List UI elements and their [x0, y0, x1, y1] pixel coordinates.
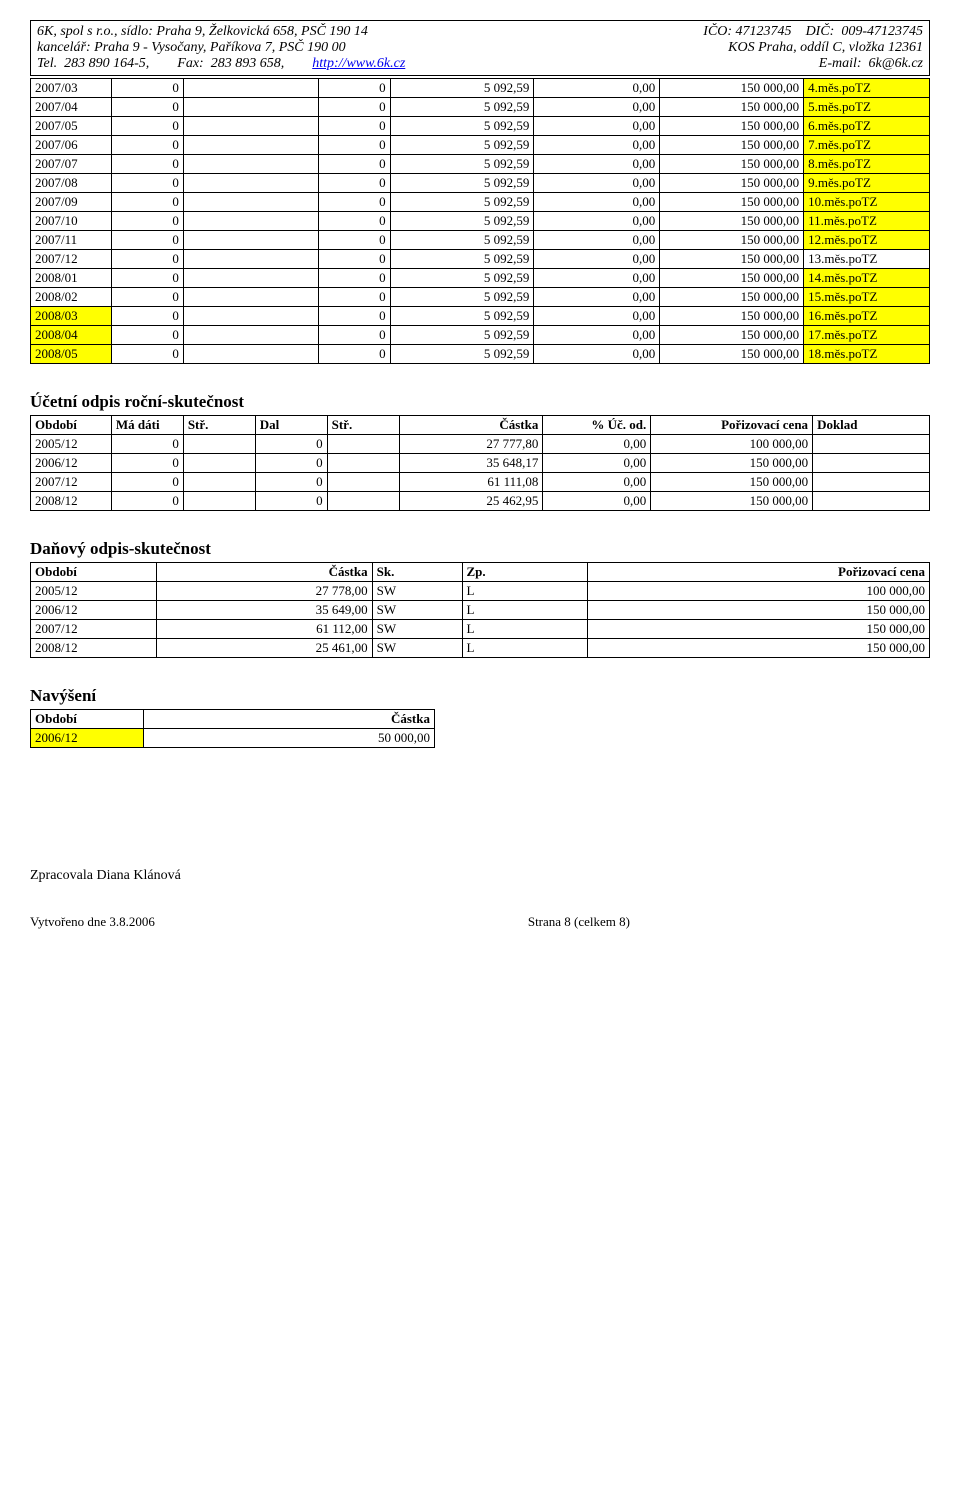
table-row: 2007/12005 092,590,00150 000,0013.měs.po…: [31, 250, 930, 269]
table-row: 2005/120027 777,800,00100 000,00: [31, 435, 930, 454]
table-row: 2007/10005 092,590,00150 000,0011.měs.po…: [31, 212, 930, 231]
table-row: 2005/1227 778,00SWL100 000,00: [31, 582, 930, 601]
table-row: 2006/1250 000,00: [31, 729, 435, 748]
letterhead: 6K, spol s r.o., sídlo: Praha 9, Želkovi…: [30, 20, 930, 76]
table-row: 2008/02005 092,590,00150 000,0015.měs.po…: [31, 288, 930, 307]
table-row: 2007/09005 092,590,00150 000,0010.měs.po…: [31, 193, 930, 212]
section-title-tax: Daňový odpis-skutečnost: [30, 539, 930, 559]
table-row: 2006/120035 648,170,00150 000,00: [31, 454, 930, 473]
page-number: Strana 8 (celkem 8): [528, 914, 630, 930]
table-header-row: ObdobíMá dátiStř.DalStř.Částka% Úč. od.P…: [31, 416, 930, 435]
table-row: 2007/03005 092,590,00150 000,004.měs.poT…: [31, 79, 930, 98]
table-row: 2007/08005 092,590,00150 000,009.měs.poT…: [31, 174, 930, 193]
table-row: 2007/05005 092,590,00150 000,006.měs.poT…: [31, 117, 930, 136]
table-row: 2007/120061 111,080,00150 000,00: [31, 473, 930, 492]
company-line: 6K, spol s r.o., sídlo: Praha 9, Želkovi…: [37, 24, 368, 40]
table-row: 2007/11005 092,590,00150 000,0012.měs.po…: [31, 231, 930, 250]
table-row: 2007/07005 092,590,00150 000,008.měs.poT…: [31, 155, 930, 174]
table-header-row: ObdobíČástka: [31, 710, 435, 729]
accounting-depreciation-table: ObdobíMá dátiStř.DalStř.Částka% Úč. od.P…: [30, 415, 930, 511]
created-date: Vytvořeno dne 3.8.2006: [30, 914, 155, 930]
table-row: 2007/04005 092,590,00150 000,005.měs.poT…: [31, 98, 930, 117]
table-row: 2007/06005 092,590,00150 000,007.měs.poT…: [31, 136, 930, 155]
table-row: 2008/01005 092,590,00150 000,0014.měs.po…: [31, 269, 930, 288]
table-row: 2008/120025 462,950,00150 000,00: [31, 492, 930, 511]
table-row: 2006/1235 649,00SWL150 000,00: [31, 601, 930, 620]
table-row: 2008/05005 092,590,00150 000,0018.měs.po…: [31, 345, 930, 364]
author-line: Zpracovala Diana Klánová: [30, 868, 930, 884]
table-row: 2008/03005 092,590,00150 000,0016.měs.po…: [31, 307, 930, 326]
table-header-row: ObdobíČástkaSk.Zp.Pořizovací cena: [31, 563, 930, 582]
website-link[interactable]: http://www.6k.cz: [312, 56, 405, 71]
section-title-accounting: Účetní odpis roční-skutečnost: [30, 392, 930, 412]
table-row: 2007/1261 112,00SWL150 000,00: [31, 620, 930, 639]
section-title-increase: Navýšení: [30, 686, 930, 706]
monthly-depreciation-table: 2007/03005 092,590,00150 000,004.měs.poT…: [30, 78, 930, 364]
table-row: 2008/1225 461,00SWL150 000,00: [31, 639, 930, 658]
tax-depreciation-table: ObdobíČástkaSk.Zp.Pořizovací cena2005/12…: [30, 562, 930, 658]
table-row: 2008/04005 092,590,00150 000,0017.měs.po…: [31, 326, 930, 345]
increase-table: ObdobíČástka2006/1250 000,00: [30, 709, 435, 748]
